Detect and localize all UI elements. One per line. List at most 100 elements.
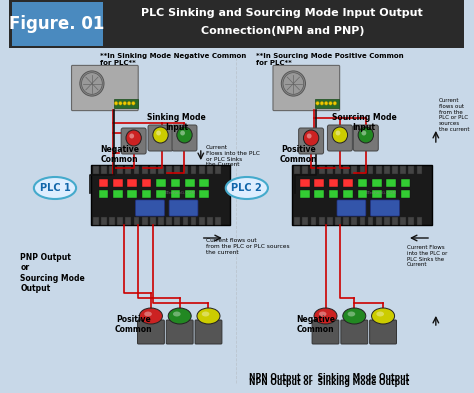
Circle shape: [132, 101, 135, 105]
Circle shape: [336, 130, 340, 136]
Bar: [118, 217, 123, 225]
Bar: [409, 166, 414, 174]
Ellipse shape: [139, 308, 163, 324]
Bar: [401, 179, 410, 187]
Text: NPN Output or  Sinking Mode Output: NPN Output or Sinking Mode Output: [249, 373, 409, 382]
FancyBboxPatch shape: [370, 320, 396, 344]
Bar: [126, 166, 131, 174]
Bar: [134, 166, 139, 174]
Circle shape: [283, 73, 304, 94]
Bar: [401, 166, 406, 174]
Bar: [401, 190, 410, 198]
Bar: [310, 166, 317, 174]
Bar: [384, 217, 390, 225]
Circle shape: [329, 101, 332, 105]
FancyBboxPatch shape: [353, 125, 378, 151]
Text: ETechnoG.COM: ETechnoG.COM: [365, 191, 397, 195]
Text: Sourcing Mode
Input: Sourcing Mode Input: [331, 113, 396, 132]
Text: PLC Sinking and Sourcing Mode Input Output: PLC Sinking and Sourcing Mode Input Outp…: [141, 8, 423, 18]
Bar: [215, 166, 221, 174]
Circle shape: [153, 127, 168, 143]
Circle shape: [126, 130, 141, 146]
Text: Current Flows
into the PLC or
PLC Sinks the
Current: Current Flows into the PLC or PLC Sinks …: [407, 245, 447, 267]
Bar: [174, 217, 180, 225]
FancyBboxPatch shape: [137, 320, 164, 344]
Text: Sinking Mode
Input: Sinking Mode Input: [147, 113, 206, 132]
Bar: [142, 179, 151, 187]
Text: **In Sinking Mode Negative Common
for PLC**: **In Sinking Mode Negative Common for PL…: [100, 53, 246, 66]
Bar: [417, 166, 422, 174]
Ellipse shape: [202, 312, 210, 316]
Bar: [166, 166, 172, 174]
Bar: [158, 217, 164, 225]
Bar: [392, 166, 398, 174]
Circle shape: [362, 130, 366, 136]
Ellipse shape: [376, 312, 384, 316]
Bar: [368, 217, 374, 225]
Bar: [126, 217, 131, 225]
Circle shape: [123, 101, 127, 105]
Ellipse shape: [168, 308, 191, 324]
FancyBboxPatch shape: [273, 65, 340, 110]
Bar: [109, 217, 115, 225]
Ellipse shape: [226, 177, 268, 199]
Bar: [99, 190, 108, 198]
FancyBboxPatch shape: [169, 200, 198, 216]
Bar: [171, 190, 180, 198]
Bar: [315, 99, 339, 108]
Bar: [360, 217, 365, 225]
Bar: [368, 166, 374, 174]
Bar: [199, 217, 205, 225]
Bar: [118, 166, 123, 174]
Bar: [150, 166, 156, 174]
Bar: [200, 179, 209, 187]
FancyBboxPatch shape: [195, 320, 222, 344]
Bar: [384, 166, 390, 174]
Bar: [358, 179, 367, 187]
Bar: [142, 190, 151, 198]
Bar: [182, 217, 188, 225]
FancyBboxPatch shape: [148, 125, 173, 151]
Bar: [113, 99, 137, 108]
Ellipse shape: [34, 177, 76, 199]
Text: ETechnoG.COM: ETechnoG.COM: [164, 191, 195, 195]
Text: Negative
Common: Negative Common: [296, 315, 336, 334]
Bar: [376, 166, 382, 174]
Circle shape: [128, 101, 131, 105]
FancyBboxPatch shape: [328, 125, 352, 151]
Circle shape: [325, 101, 328, 105]
Bar: [343, 166, 349, 174]
Bar: [113, 190, 123, 198]
Ellipse shape: [144, 312, 152, 316]
Text: Positive
Common: Positive Common: [280, 145, 318, 164]
Circle shape: [333, 101, 337, 105]
Text: PLC 2: PLC 2: [231, 183, 262, 193]
Text: Connection(NPN and PNP): Connection(NPN and PNP): [201, 26, 364, 36]
Bar: [302, 166, 308, 174]
FancyBboxPatch shape: [121, 128, 146, 154]
Bar: [93, 166, 99, 174]
Bar: [200, 190, 209, 198]
Bar: [101, 166, 107, 174]
Circle shape: [281, 71, 305, 96]
Ellipse shape: [347, 312, 355, 316]
FancyBboxPatch shape: [172, 125, 197, 151]
Bar: [351, 166, 357, 174]
Circle shape: [316, 101, 319, 105]
Bar: [171, 179, 180, 187]
Text: **In Sourcing Mode Positive Common
for PLC**: **In Sourcing Mode Positive Common for P…: [256, 53, 404, 66]
Circle shape: [180, 130, 185, 136]
Text: Current
Flows into the PLC
or PLC Sinks
the Current: Current Flows into the PLC or PLC Sinks …: [206, 145, 259, 167]
Bar: [174, 166, 180, 174]
Bar: [417, 217, 422, 225]
Bar: [327, 166, 333, 174]
Text: Negative
Common: Negative Common: [100, 145, 139, 164]
Circle shape: [358, 127, 374, 143]
Circle shape: [129, 134, 134, 138]
Bar: [310, 217, 317, 225]
Bar: [294, 166, 300, 174]
Bar: [91, 165, 230, 225]
Ellipse shape: [372, 308, 394, 324]
Bar: [292, 165, 431, 225]
Circle shape: [82, 73, 102, 94]
